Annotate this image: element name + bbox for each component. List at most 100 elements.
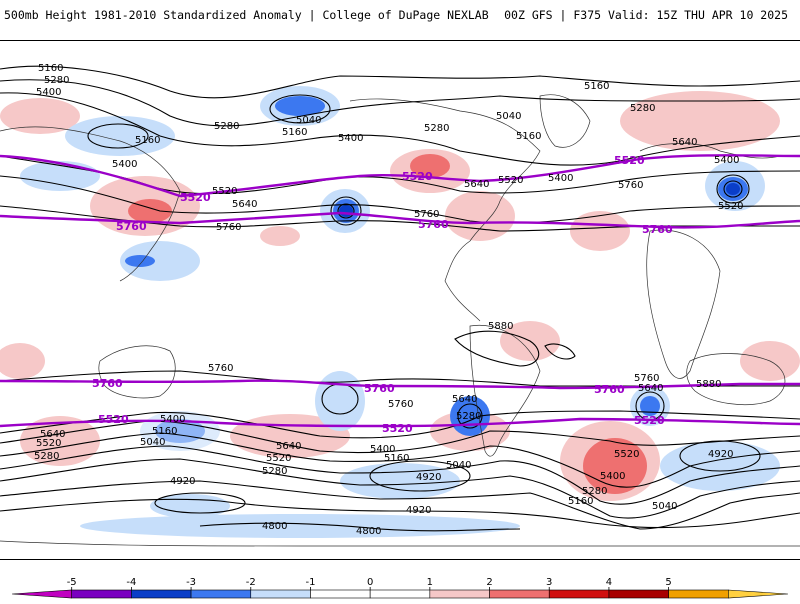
colorbar-segment — [668, 589, 729, 599]
contour-label-5280-canada: 5280 — [424, 123, 449, 134]
colorbar-tick-label: -3 — [186, 577, 196, 588]
contour-label-5520-spac2: 5520 — [266, 453, 291, 464]
contour-label-5160-npac: 5160 — [135, 135, 160, 146]
contour-label-5520-sw: 5520 — [36, 438, 61, 449]
coast-europe — [639, 143, 781, 159]
contour-5400-s — [0, 432, 800, 488]
contour-label-5280-bering: 5280 — [214, 121, 239, 132]
anomaly-negative-north-pacific — [65, 116, 175, 156]
anomaly-positive-europe — [620, 91, 780, 151]
contour-5880-sa — [454, 330, 540, 367]
coast-antarctica — [0, 540, 800, 547]
contour-low-north-pacific — [87, 123, 149, 149]
colorbar-segment — [548, 589, 610, 599]
contour-label-4800-antarctic: 4800 — [356, 526, 381, 537]
colorbar-segment — [489, 589, 550, 599]
contour-5040-s — [0, 480, 800, 530]
contour-label-5400-nw: 5400 — [36, 87, 61, 98]
contour-label-5400-atl: 5400 — [548, 173, 573, 184]
contour-low-bering — [269, 94, 331, 124]
colorbar-segment — [429, 589, 490, 599]
colorbar-tick-label: 5 — [665, 577, 671, 588]
colorbar-tick-label: -4 — [126, 577, 136, 588]
anomaly-positive-atlantic — [570, 211, 630, 251]
colorbar-tick-label: 1 — [427, 577, 433, 588]
colorbar-segment — [250, 589, 311, 599]
colorbar-ticks: -5 -4 -3 -2 -1 0 1 2 3 4 5 — [67, 577, 672, 590]
anomaly-negative-south-indian-e-core — [640, 396, 660, 416]
ref-label-5760-ind: 5760 — [594, 383, 625, 396]
contour-5640-s — [0, 410, 800, 439]
anomaly-negative-china — [120, 241, 200, 281]
contour-5280-s — [0, 445, 800, 505]
contour-label-5760-atl: 5760 — [618, 180, 643, 191]
contour-low-scandinavia-2 — [723, 180, 743, 198]
ref-label-5760-aus: 5760 — [92, 377, 123, 390]
contour-label-5280-europe: 5280 — [630, 103, 655, 114]
colorbar-tick-label: -5 — [67, 577, 77, 588]
contour-label-5400-tasman: 5400 — [160, 414, 185, 425]
ref-label-5520-sa: 5520 — [382, 422, 413, 435]
contour-label-5400-ind: 5400 — [600, 471, 625, 482]
anomaly-positive-australia-w — [0, 343, 45, 379]
colorbar-tick-label: -1 — [305, 577, 315, 588]
contour-5160-n — [0, 65, 800, 99]
anomaly-colorbar: -5 -4 -3 -2 -1 0 1 2 3 4 5 — [0, 572, 800, 600]
contour-label-5760-spac: 5760 — [388, 399, 413, 410]
contour-label-5040-ind: 5040 — [652, 501, 677, 512]
contour-label-4920-pac: 4920 — [170, 476, 195, 487]
reference-contours — [0, 154, 800, 428]
anomaly-negative-china-core — [125, 255, 155, 267]
map-canvas: 5160 5280 5400 5160 5040 5160 5280 5400 … — [0, 63, 800, 547]
contour-label-4920-satl: 4920 — [406, 505, 431, 516]
colorbar-segment — [11, 589, 72, 599]
contour-low-scandinavia-1 — [716, 174, 750, 204]
contour-label-5160-greenland: 5160 — [516, 131, 541, 142]
contour-low-south-atlantic — [457, 403, 483, 429]
height-contours — [0, 65, 800, 532]
contour-label-5280-spac2: 5280 — [262, 466, 287, 477]
contour-4920-ring-b — [679, 440, 761, 472]
contour-label-5640-sw: 5640 — [40, 429, 65, 440]
contour-5160-s — [0, 458, 800, 519]
colorbar-segment — [369, 589, 431, 599]
contour-label-5640-spac: 5640 — [452, 394, 477, 405]
colorbar-tick-label: 4 — [606, 577, 612, 588]
map-title: 500mb Height 1981-2010 Standardized Anom… — [4, 8, 489, 22]
coast-greenland — [539, 94, 591, 148]
colorbar-tick-label: 2 — [486, 577, 492, 588]
coast-africa — [646, 229, 721, 379]
ref-label-5520-us: 5520 — [402, 170, 433, 183]
contour-label-5160-alaska: 5160 — [282, 127, 307, 138]
ref-label-5760-euro: 5760 — [642, 223, 673, 236]
contour-label-5640-ind: 5640 — [638, 383, 663, 394]
contour-5400-n — [0, 92, 800, 166]
contour-label-5280-nw: 5280 — [44, 75, 69, 86]
ref-label-5760-pac: 5760 — [116, 220, 147, 233]
colorbar-tick-label: 0 — [367, 577, 373, 588]
coastlines — [0, 94, 800, 547]
contour-5520-s — [0, 420, 800, 454]
contour-low-gulf-alaska-1 — [330, 196, 362, 226]
anomaly-negative-southern-ocean-b — [660, 441, 780, 491]
anomaly-negative-southern-ocean-a — [340, 463, 460, 499]
contour-label-5520-us: 5520 — [498, 175, 523, 186]
header: 500mb Height 1981-2010 Standardized Anom… — [0, 0, 800, 30]
anomaly-negative-bering-core — [275, 96, 325, 116]
contour-label-5040-sa: 5040 — [446, 460, 471, 471]
anomaly-negative-gulf-alaska-center — [339, 205, 353, 217]
contour-4920-ring-a — [154, 492, 246, 514]
contour-label-5640-euro: 5640 — [672, 137, 697, 148]
contour-label-group: 5160 5280 5400 5160 5040 5160 5280 5400 … — [34, 63, 743, 537]
anomaly-negative-antarctic — [80, 514, 520, 538]
anomaly-negative-scandinavia-center — [726, 183, 740, 195]
contour-label-5880-sa: 5880 — [488, 321, 513, 332]
coast-asia — [0, 126, 181, 282]
anomaly-positive-us-east — [445, 191, 515, 241]
ref-5760-north — [0, 211, 800, 229]
contour-label-5520-pac: 5520 — [212, 186, 237, 197]
contour-5280-n — [0, 79, 800, 127]
contour-4920-s — [0, 498, 800, 529]
contour-label-5760-ind: 5760 — [634, 373, 659, 384]
contour-label-5760-pac: 5760 — [216, 222, 241, 233]
